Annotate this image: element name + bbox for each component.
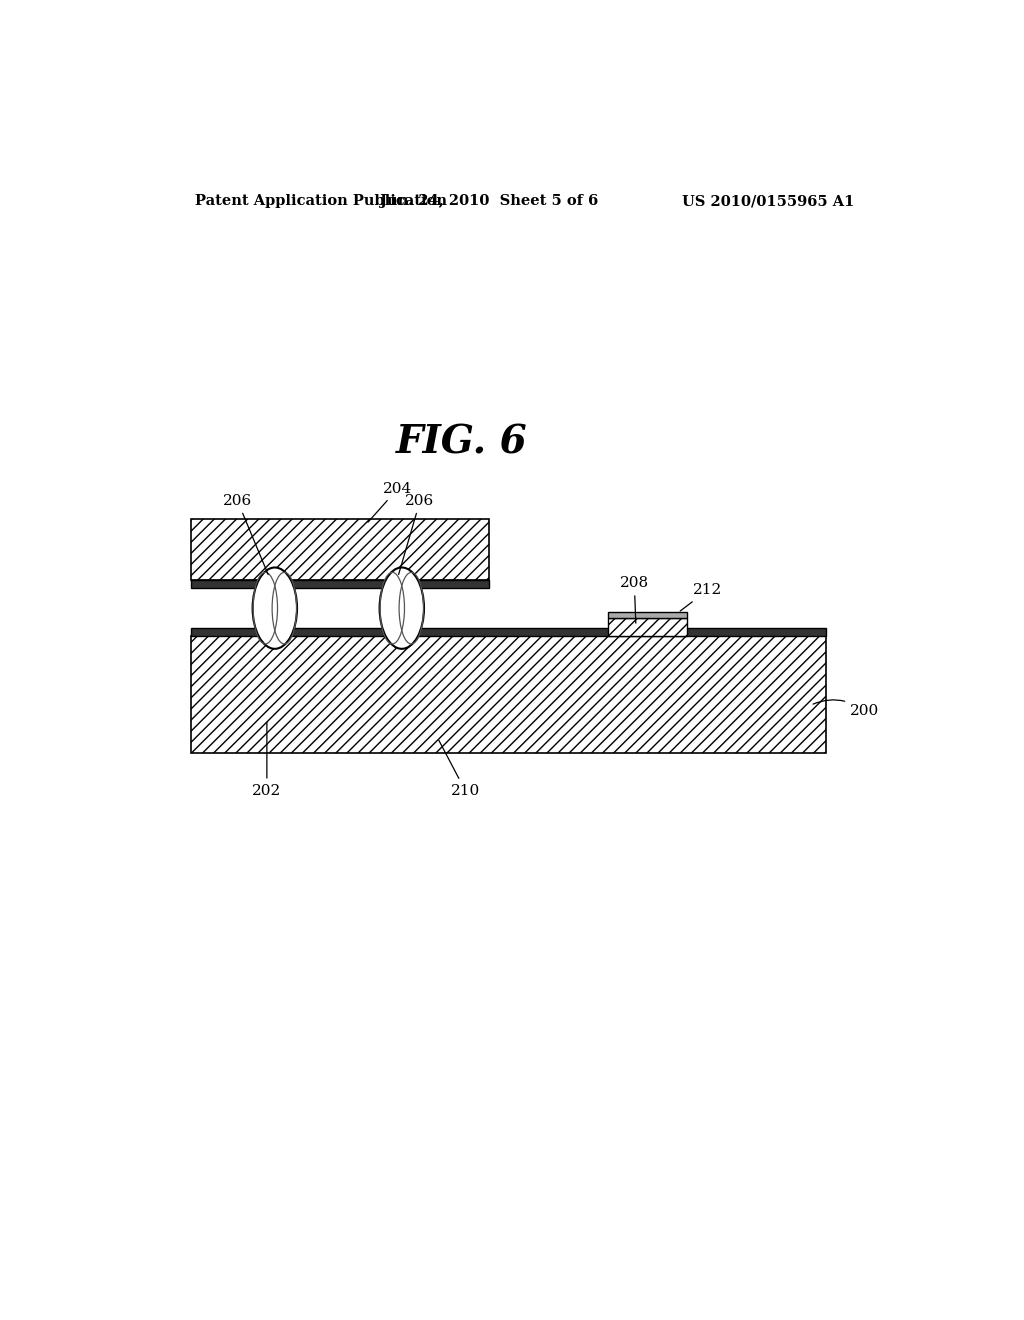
Text: 208: 208: [620, 577, 649, 623]
Text: Jun. 24, 2010  Sheet 5 of 6: Jun. 24, 2010 Sheet 5 of 6: [380, 194, 598, 209]
Text: 200: 200: [813, 700, 880, 718]
Bar: [384, 614, 420, 628]
Text: Patent Application Publication: Patent Application Publication: [196, 194, 447, 209]
Text: 210: 210: [439, 741, 480, 797]
Text: US 2010/0155965 A1: US 2010/0155965 A1: [682, 194, 854, 209]
Bar: [191, 581, 489, 589]
Ellipse shape: [380, 568, 424, 649]
Text: 202: 202: [252, 722, 282, 797]
Bar: [257, 614, 293, 628]
Bar: [384, 589, 420, 602]
Bar: [257, 589, 293, 602]
Text: 204: 204: [368, 482, 413, 523]
Text: FIG. 6: FIG. 6: [395, 424, 527, 462]
Ellipse shape: [253, 568, 297, 649]
Bar: [608, 618, 687, 636]
Text: 206: 206: [398, 494, 434, 574]
Text: 212: 212: [680, 583, 722, 611]
Bar: [191, 628, 826, 636]
Bar: [608, 611, 687, 618]
Text: 206: 206: [223, 494, 268, 574]
Bar: [191, 519, 489, 581]
Bar: [191, 636, 826, 752]
